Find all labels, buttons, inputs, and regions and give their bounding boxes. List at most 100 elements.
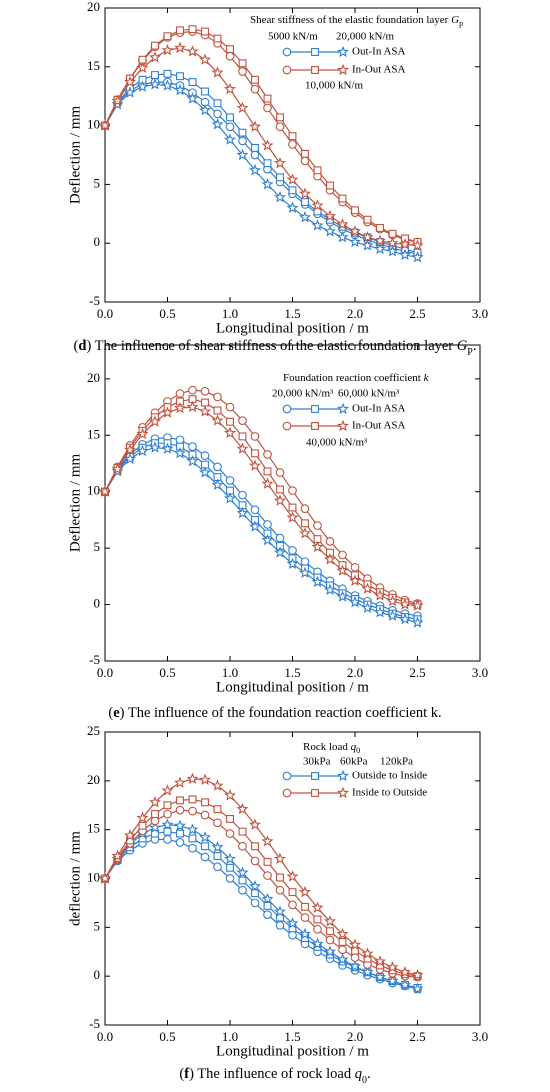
marker [188, 806, 197, 816]
marker [374, 234, 386, 246]
marker [211, 414, 224, 426]
marker [324, 553, 336, 565]
marker [313, 166, 322, 175]
marker [274, 494, 286, 506]
y-tick-label: -5 [89, 652, 100, 667]
marker [249, 120, 261, 132]
marker [238, 59, 247, 68]
marker [225, 122, 235, 132]
legend-param: 30kPa [303, 756, 331, 768]
marker [288, 132, 297, 141]
y-tick-label: 10 [87, 483, 100, 498]
marker [163, 827, 172, 836]
marker [238, 136, 247, 146]
caption-letter: d [78, 338, 86, 354]
legend-label: Out-In ASA [352, 46, 406, 58]
marker [274, 852, 286, 865]
y-tick-label: 5 [94, 539, 101, 554]
marker [350, 953, 360, 962]
legend-title: Foundation reaction coefficient k [283, 372, 430, 384]
marker [263, 159, 272, 168]
marker [226, 417, 234, 426]
x-tick-label: 1.0 [222, 1029, 238, 1044]
marker [338, 945, 347, 955]
marker [250, 150, 260, 160]
marker [263, 857, 272, 866]
marker [336, 231, 349, 243]
legend-label: In-Out ASA [352, 420, 406, 432]
marker [374, 955, 386, 967]
caption-end: . [473, 338, 477, 354]
marker [350, 562, 360, 572]
marker [213, 805, 222, 814]
caption-symbol: q [355, 1066, 362, 1082]
legend-param: 60kPa [340, 756, 368, 768]
marker [124, 86, 136, 98]
marker [288, 486, 297, 495]
marker [300, 913, 310, 922]
x-axis-title: Longitudinal position / m [216, 679, 369, 695]
marker [149, 78, 161, 90]
marker [201, 398, 209, 407]
marker [149, 796, 161, 808]
marker [213, 34, 222, 43]
marker [238, 490, 247, 500]
caption-text: ) The influence of shear stiffness of th… [86, 338, 456, 354]
marker [250, 432, 260, 441]
y-tick-label: 20 [87, 772, 100, 787]
marker [238, 67, 247, 76]
marker [186, 454, 199, 467]
x-tick-label: 1.5 [284, 1029, 300, 1044]
marker [186, 92, 199, 104]
marker [299, 527, 311, 539]
legend-param: 5000 kN/m [268, 31, 318, 43]
marker [175, 838, 185, 847]
marker [161, 406, 174, 418]
y-tick-label: 15 [87, 426, 100, 441]
marker [226, 45, 234, 54]
marker [174, 41, 186, 54]
legend-marker [282, 788, 292, 798]
legend-marker [337, 419, 349, 432]
marker [338, 550, 347, 560]
marker [175, 805, 185, 815]
marker [161, 79, 174, 91]
marker [188, 834, 197, 843]
x-tick-label: 2.0 [347, 1029, 363, 1044]
x-tick-label: 2.0 [347, 665, 363, 680]
series-line [104, 73, 418, 254]
marker [99, 119, 111, 131]
marker [399, 965, 411, 978]
marker [213, 852, 222, 860]
marker [186, 823, 199, 835]
marker [361, 965, 374, 978]
x-tick-label: 0.0 [97, 1029, 113, 1044]
caption-end: . [367, 1066, 371, 1082]
legend-marker [337, 63, 349, 76]
marker [286, 173, 299, 185]
marker [261, 835, 274, 847]
marker [386, 245, 399, 257]
marker [386, 594, 399, 607]
marker [201, 87, 209, 96]
marker [249, 880, 261, 892]
marker [138, 821, 147, 830]
marker [250, 898, 260, 908]
caption-letter: e [113, 705, 120, 721]
marker [286, 557, 299, 570]
marker [274, 905, 286, 917]
marker [199, 831, 211, 843]
legend-marker [282, 65, 292, 75]
marker [201, 842, 209, 851]
marker [199, 466, 211, 478]
y-axis-title: Deflection / mm [67, 106, 83, 205]
marker [200, 810, 210, 820]
x-tick-label: 2.5 [409, 306, 425, 321]
marker [288, 503, 297, 512]
caption: (f) The influence of rock load q0. [179, 1066, 370, 1085]
marker [124, 443, 136, 456]
marker [238, 841, 247, 851]
marker [261, 477, 274, 489]
marker [411, 616, 424, 628]
marker [301, 902, 309, 911]
